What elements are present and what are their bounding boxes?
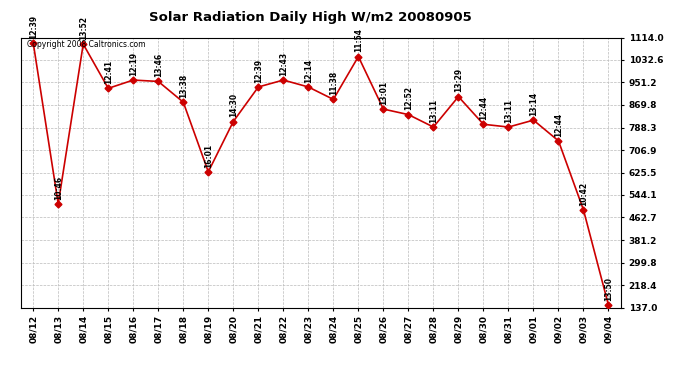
Text: 13:11: 13:11 [429,99,438,123]
Text: 12:44: 12:44 [554,112,563,137]
Text: 13:46: 13:46 [154,53,163,77]
Text: 14:30: 14:30 [229,93,238,117]
Text: 12:52: 12:52 [404,86,413,110]
Text: 10:46: 10:46 [54,176,63,200]
Text: 11:38: 11:38 [329,71,338,95]
Text: 12:39: 12:39 [254,58,263,83]
Text: 13:14: 13:14 [529,92,538,116]
Text: 12:39: 12:39 [29,15,38,39]
Text: 13:50: 13:50 [604,277,613,301]
Text: 10:42: 10:42 [579,182,588,206]
Text: Copyright 2008 Caltronics.com: Copyright 2008 Caltronics.com [27,40,145,49]
Text: 13:01: 13:01 [379,81,388,105]
Text: 12:41: 12:41 [104,60,112,84]
Text: 13:52: 13:52 [79,16,88,40]
Text: 12:14: 12:14 [304,58,313,83]
Text: 11:54: 11:54 [354,28,363,53]
Text: Solar Radiation Daily High W/m2 20080905: Solar Radiation Daily High W/m2 20080905 [149,11,472,24]
Text: 13:38: 13:38 [179,74,188,98]
Text: 12:19: 12:19 [129,52,138,76]
Text: 12:43: 12:43 [279,52,288,76]
Text: 13:11: 13:11 [504,99,513,123]
Text: 13:29: 13:29 [454,68,463,93]
Text: 16:01: 16:01 [204,144,213,168]
Text: 12:44: 12:44 [479,96,488,120]
